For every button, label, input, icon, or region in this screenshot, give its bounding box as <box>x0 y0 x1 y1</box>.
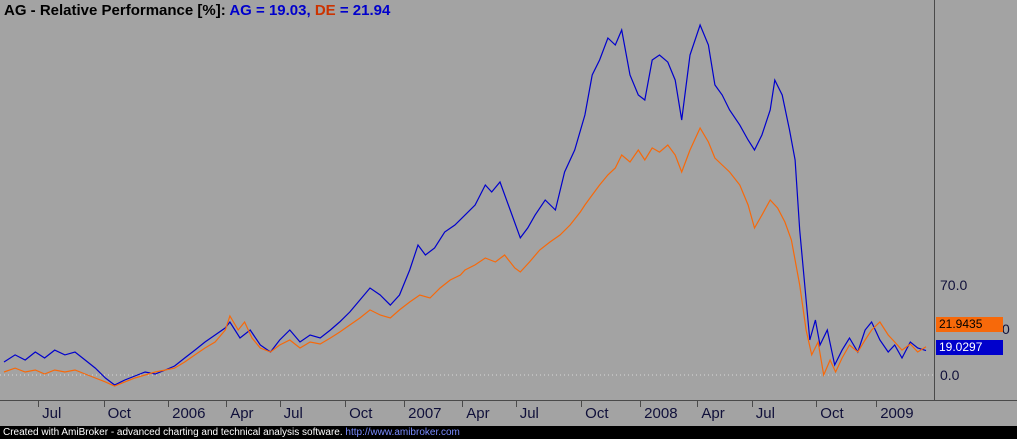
x-tick-mark <box>751 401 753 407</box>
x-tick-mark <box>640 401 642 407</box>
x-axis-line <box>0 400 1017 401</box>
x-tick-mark <box>38 401 40 407</box>
title-segment: AG - Relative Performance [%] <box>4 2 221 19</box>
title-segment: , <box>306 2 315 19</box>
x-tick-label: Jul <box>519 405 539 422</box>
y-axis-label: 70.0 <box>940 277 968 293</box>
x-tick-label: 2006 <box>172 405 206 422</box>
x-tick-mark <box>515 401 517 407</box>
status-bar: Created with AmiBroker - advanced charti… <box>0 426 1017 439</box>
y-axis-label-partial: 0 <box>1002 321 1010 337</box>
x-tick-mark <box>462 401 464 407</box>
series-line-de[interactable] <box>3 126 927 387</box>
x-tick-mark <box>876 401 878 407</box>
value-box-ag: 19.0297 <box>936 340 1003 355</box>
x-tick-label: Jul <box>755 405 775 422</box>
x-tick-mark <box>697 401 699 407</box>
y-axis-separator-line <box>934 0 935 400</box>
x-tick-label: Apr <box>466 405 490 422</box>
value-box-de: 21.9435 <box>936 317 1003 332</box>
x-tick-label: 2008 <box>644 405 678 422</box>
x-tick-label: Oct <box>107 405 131 422</box>
x-tick-label: 2007 <box>408 405 442 422</box>
y-axis-panel[interactable]: 0 21.9435 19.0297 70.0 0.0 <box>935 0 1017 400</box>
x-tick-label: Apr <box>701 405 725 422</box>
x-axis-panel[interactable]: Jul Oct 2006 Apr Jul Oct 2007 Apr Jul Oct 2008 Apr J… <box>0 400 1017 426</box>
x-tick-mark <box>404 401 406 407</box>
x-tick-mark <box>345 401 347 407</box>
x-tick-label: Oct <box>349 405 373 422</box>
chart-plot-canvas[interactable] <box>0 0 934 400</box>
title-segment: AG = 19.03 <box>229 2 307 19</box>
x-tick-mark <box>226 401 228 407</box>
x-tick-mark <box>581 401 583 407</box>
title-segment: : <box>220 2 230 19</box>
x-tick-label: Oct <box>585 405 609 422</box>
x-tick-mark <box>279 401 281 407</box>
title-segment: = 21.94 <box>335 2 391 19</box>
x-tick-label: Apr <box>230 405 254 422</box>
title-segment: DE <box>314 2 336 19</box>
x-tick-label: Oct <box>820 405 844 422</box>
footer-url-link[interactable]: http://www.amibroker.com <box>345 427 460 438</box>
footer-credit-text: Created with AmiBroker - advanced charti… <box>3 427 346 438</box>
x-tick-label: 2009 <box>880 405 914 422</box>
x-tick-mark <box>816 401 818 407</box>
x-tick-mark <box>168 401 170 407</box>
chart-title: AG - Relative Performance [%]: AG = 19.0… <box>4 2 390 19</box>
y-axis-label: 0.0 <box>940 367 960 383</box>
x-tick-label: Jul <box>283 405 303 422</box>
x-tick-label: Jul <box>42 405 62 422</box>
series-line-ag[interactable] <box>3 23 927 386</box>
x-tick-mark <box>103 401 105 407</box>
